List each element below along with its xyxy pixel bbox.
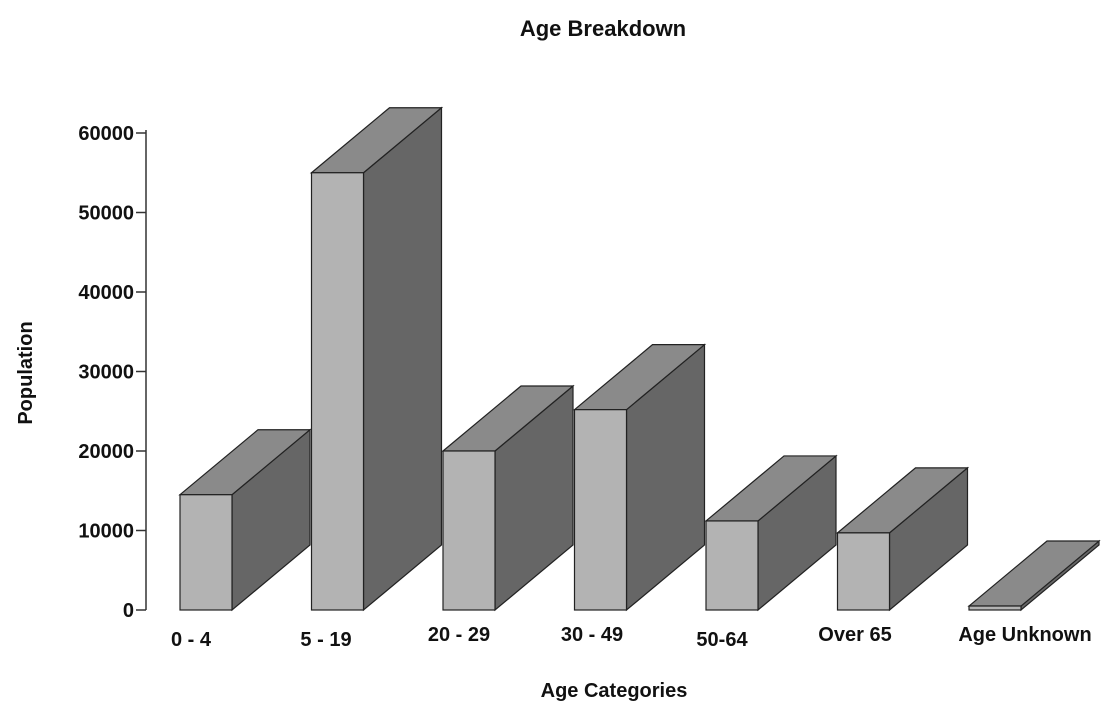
bar-front-face <box>573 409 628 611</box>
bar <box>704 454 838 612</box>
y-tick-label: 20000 <box>78 441 134 463</box>
bar-front-face <box>310 172 365 611</box>
bars-group <box>178 106 1101 612</box>
y-tick-label: 0 <box>123 600 134 622</box>
x-tick-label: 0 - 4 <box>171 629 212 651</box>
bar <box>967 539 1101 612</box>
x-tick-label: 50-64 <box>696 629 748 651</box>
bar <box>441 384 575 612</box>
x-tick-label: Over 65 <box>818 624 891 646</box>
bar <box>572 343 707 612</box>
bar-front-face <box>836 532 891 611</box>
y-axis-ticks: 0 10000 20000 30000 40000 50000 60000 <box>78 123 146 622</box>
chart-title: Age Breakdown <box>520 16 686 41</box>
x-tick-label: Age Unknown <box>958 624 1091 646</box>
bar <box>835 466 970 612</box>
y-axis-title: Population <box>15 321 37 424</box>
bar-front-face <box>442 450 496 611</box>
x-tick-label: 30 - 49 <box>561 624 623 646</box>
y-tick-label: 10000 <box>78 521 134 543</box>
y-tick-label: 60000 <box>78 123 134 145</box>
y-tick-label: 30000 <box>78 362 134 384</box>
bar-side-face <box>362 106 443 612</box>
x-tick-label: 20 - 29 <box>428 624 490 646</box>
bar-front-face <box>179 494 233 611</box>
x-axis-title: Age Categories <box>541 680 688 702</box>
y-tick-label: 40000 <box>78 282 134 304</box>
x-axis-labels: 0 - 4 5 - 19 20 - 29 30 - 49 50-64 Over 65 Age… <box>171 624 1092 651</box>
bar <box>309 106 444 612</box>
bar-front-face <box>705 520 759 611</box>
x-tick-label: 5 - 19 <box>300 629 351 651</box>
bar <box>178 428 312 612</box>
bar-front-face <box>968 605 1022 611</box>
y-tick-label: 50000 <box>78 203 134 225</box>
